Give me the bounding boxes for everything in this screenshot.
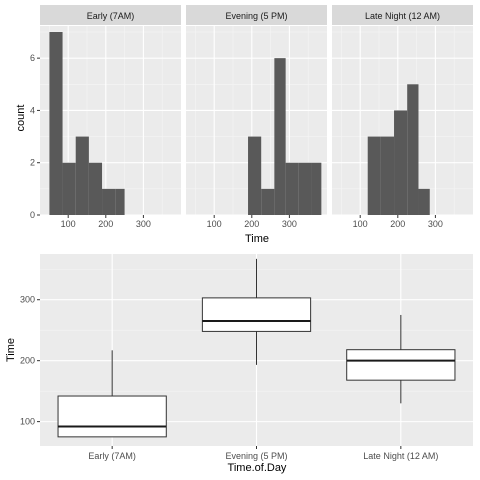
histogram-bar <box>115 188 125 215</box>
boxplot-x-axis-title: Time.of.Day <box>228 462 287 474</box>
histogram-facets: Early (7AM) 100 200 300 0 2 4 6 Evening (5 PM) 10… <box>30 5 473 229</box>
histogram-bar <box>407 84 419 216</box>
x-tick-label: 200 <box>98 219 113 229</box>
x-tick-label: 100 <box>207 219 222 229</box>
histogram-bar <box>248 136 262 215</box>
histogram-bar <box>394 110 408 215</box>
y-tick-label: 4 <box>30 105 35 115</box>
boxplot-box <box>201 258 312 365</box>
histogram-bar <box>88 162 103 215</box>
x-tick-label: 100 <box>353 219 368 229</box>
x-tick-label: Evening (5 PM) <box>225 451 287 461</box>
box-iqr <box>57 395 167 438</box>
facet-strip <box>40 5 181 25</box>
histogram-bar <box>418 188 430 215</box>
facet-strip <box>332 5 473 25</box>
x-tick-label: Early (7AM) <box>88 451 136 461</box>
facet-strip-label: Early (7AM) <box>87 11 135 21</box>
x-tick-label: 200 <box>244 219 259 229</box>
histogram-bar <box>75 136 89 215</box>
histogram-bar <box>49 32 63 215</box>
histogram-y-axis-title: count <box>15 105 27 132</box>
y-tick-label: 100 <box>20 417 35 427</box>
boxplot-box <box>346 314 456 404</box>
histogram-bar <box>62 162 76 215</box>
histogram-bar <box>261 188 275 215</box>
x-tick-label: 200 <box>390 219 405 229</box>
boxplot-box <box>57 350 167 438</box>
histogram-bar <box>380 136 395 215</box>
histogram-bar <box>298 162 312 215</box>
y-tick-label: 6 <box>30 53 35 63</box>
y-tick-label: 300 <box>20 295 35 305</box>
histogram-bar <box>367 136 381 215</box>
x-tick-label: 100 <box>61 219 76 229</box>
y-tick-label: 200 <box>20 356 35 366</box>
x-tick-label: 300 <box>282 219 297 229</box>
y-tick-label: 2 <box>30 158 35 168</box>
histogram-bar <box>274 58 286 216</box>
facet-panel: Late Night (12 AM) 100 200 300 <box>332 5 473 229</box>
facet-strip-label: Evening (5 PM) <box>225 11 287 21</box>
facet-panel: Evening (5 PM) 100 200 300 <box>186 5 327 229</box>
boxplot: 100 200 300 Early (7AM) Evening (5 PM) Late N… <box>20 254 473 461</box>
x-tick-label: 300 <box>428 219 443 229</box>
facet-strip <box>186 5 327 25</box>
histogram-bar <box>102 188 116 215</box>
box-iqr <box>346 349 456 381</box>
x-tick-label: Late Night (12 AM) <box>363 451 438 461</box>
histogram-bar <box>285 162 299 215</box>
x-tick-label: 300 <box>136 219 151 229</box>
boxplot-y-axis-title: Time <box>5 338 17 362</box>
histogram-bar <box>311 162 322 215</box>
facet-panel: Early (7AM) 100 200 300 0 2 4 6 <box>30 5 181 229</box>
histogram-x-axis-title: Time <box>245 233 269 245</box>
box-iqr <box>201 297 312 332</box>
y-tick-label: 0 <box>30 210 35 220</box>
facet-strip-label: Late Night (12 AM) <box>365 11 440 21</box>
